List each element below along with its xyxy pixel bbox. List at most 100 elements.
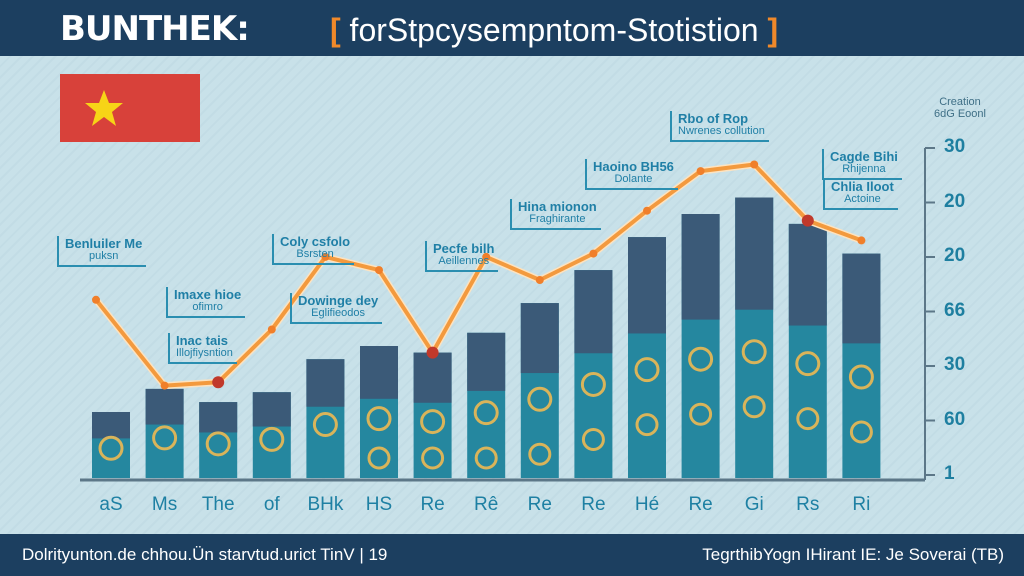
annotation-title: Dowinge dey [298,293,379,308]
x-tick-label: Ri [852,494,871,515]
coin-icon [580,371,606,397]
bar [574,270,613,478]
annotation-callout: Inac tais Illojfiysntion [168,333,237,364]
annotation-title: Hina mionon [518,199,597,214]
x-tick-label: aS [99,494,123,515]
coin-icon [152,425,178,451]
bar-top [628,237,666,334]
bar-top [842,253,881,344]
bar-top [92,412,130,439]
bar [467,332,506,478]
trend-point [801,214,814,227]
header-bar: BUNTHEK: [ forStpcysempntom-Stotistion ] [0,0,1024,56]
bar-top [306,359,345,407]
bar-top [520,303,559,374]
annotation-subtitle: Fraghirante [529,213,586,225]
coin-icon [528,442,552,466]
annotation-title: Haoino BH56 [593,159,674,174]
annotation-subtitle: Aeillennes [438,255,490,267]
annotation-subtitle: Dolante [614,173,653,185]
annotation-title: Pecfe bilh [433,241,495,256]
annotation-subtitle: Nwrenes collution [678,125,765,137]
bar-top [145,388,184,425]
trend-point [643,206,651,215]
y-axis-title: Creation 6dG Eoonl [934,96,986,120]
trend-point [426,346,439,359]
coin-icon [635,413,659,437]
annotation-subtitle: Illojfiysntion [176,347,233,359]
bar [735,197,774,478]
coin-icon [581,427,605,451]
x-tick-label: The [201,494,235,515]
annotation-subtitle: Bsrsten [296,248,334,260]
annotation-title: Chlia Iloot [831,179,894,194]
y-tick-label: 30 [944,136,966,157]
annotation-callout: Hina mionon Fraghirante [510,199,601,230]
annotation-subtitle: Eglifieodos [311,307,365,319]
trend-point [267,325,276,334]
bar-top [467,332,506,391]
annotation-subtitle: ofimro [192,301,223,313]
coin-icon [421,446,445,470]
footer-bar: Dolrityunton.de chhou.Ün starvtud.urict … [0,534,1024,576]
coin-icon [420,409,446,435]
bracket-close: ] [767,12,779,48]
coin-icon [474,446,498,470]
annotation-title: Inac tais [176,333,229,348]
bar-top [360,346,398,399]
trend-point [857,236,866,245]
annotation-title: Imaxe hioe [174,287,242,302]
footer-source: Dolrityunton.de chhou.Ün starvtud.urict … [22,545,388,564]
annotation-callout: Pecfe bilh Aeillennes [425,241,499,272]
chart-title: forStpcysempntom-Stotistion [349,12,759,48]
x-tick-label: Re [527,494,552,515]
trend-point [375,266,383,275]
x-tick-label: Rê [474,494,499,515]
annotation-callout: Chlia Iloot Actoine [823,179,898,210]
bar-top [252,392,291,427]
annotation-callout: Imaxe hioe ofimro [166,287,246,318]
trend-point [212,376,225,389]
bar [306,359,345,478]
bar [681,214,720,478]
coin-icon [689,402,713,426]
trend-point [589,249,598,258]
coin-icon [688,346,714,372]
annotation-title: Rbo of Rop [678,111,749,126]
coin-icon [366,406,392,432]
coin-icon [848,364,874,390]
x-tick-label: Hé [634,494,660,515]
x-tick-label: BHk [307,494,344,515]
trend-point [696,167,705,176]
y-tick-label: 1 [944,463,955,484]
bar-top [413,352,452,403]
annotation-callout: Cagde Bihi Rhijenna [822,149,902,180]
bar-top [681,214,720,320]
coin-icon [527,386,553,412]
bracket-open: [ [330,12,341,48]
bar-top [574,270,613,354]
bar [199,402,238,478]
vietnam-flag-icon [60,74,200,142]
coin-icon [367,446,391,470]
x-tick-label: Re [688,494,713,515]
coin-icon [742,395,766,419]
bar [842,253,881,478]
annotation-subtitle: Actoine [844,193,881,205]
bar [413,352,452,478]
bar [788,223,827,478]
annotation-subtitle: Rhijenna [842,163,886,175]
coin-icon [796,407,820,431]
x-tick-label: Ms [151,494,178,515]
header-title: BUNTHEK: [60,9,250,49]
y-tick-label: 20 [944,245,966,266]
y-tick-label: 20 [944,190,966,212]
annotation-title: Benluiler Me [65,236,143,251]
trend-point [160,381,169,390]
coin-icon [849,420,873,444]
annotation-callout: Rbo of Rop Nwrenes collution [670,111,769,142]
bar-top [199,402,238,433]
annotation-title: Coly csfolo [280,234,351,249]
y-tick-label: 30 [944,354,966,375]
